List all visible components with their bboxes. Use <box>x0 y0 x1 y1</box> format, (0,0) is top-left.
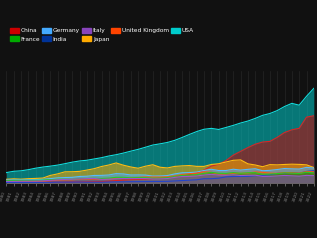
Legend: China, France, Germany, India, Italy, Japan, United Kingdom, USA: China, France, Germany, India, Italy, Ja… <box>9 27 195 42</box>
